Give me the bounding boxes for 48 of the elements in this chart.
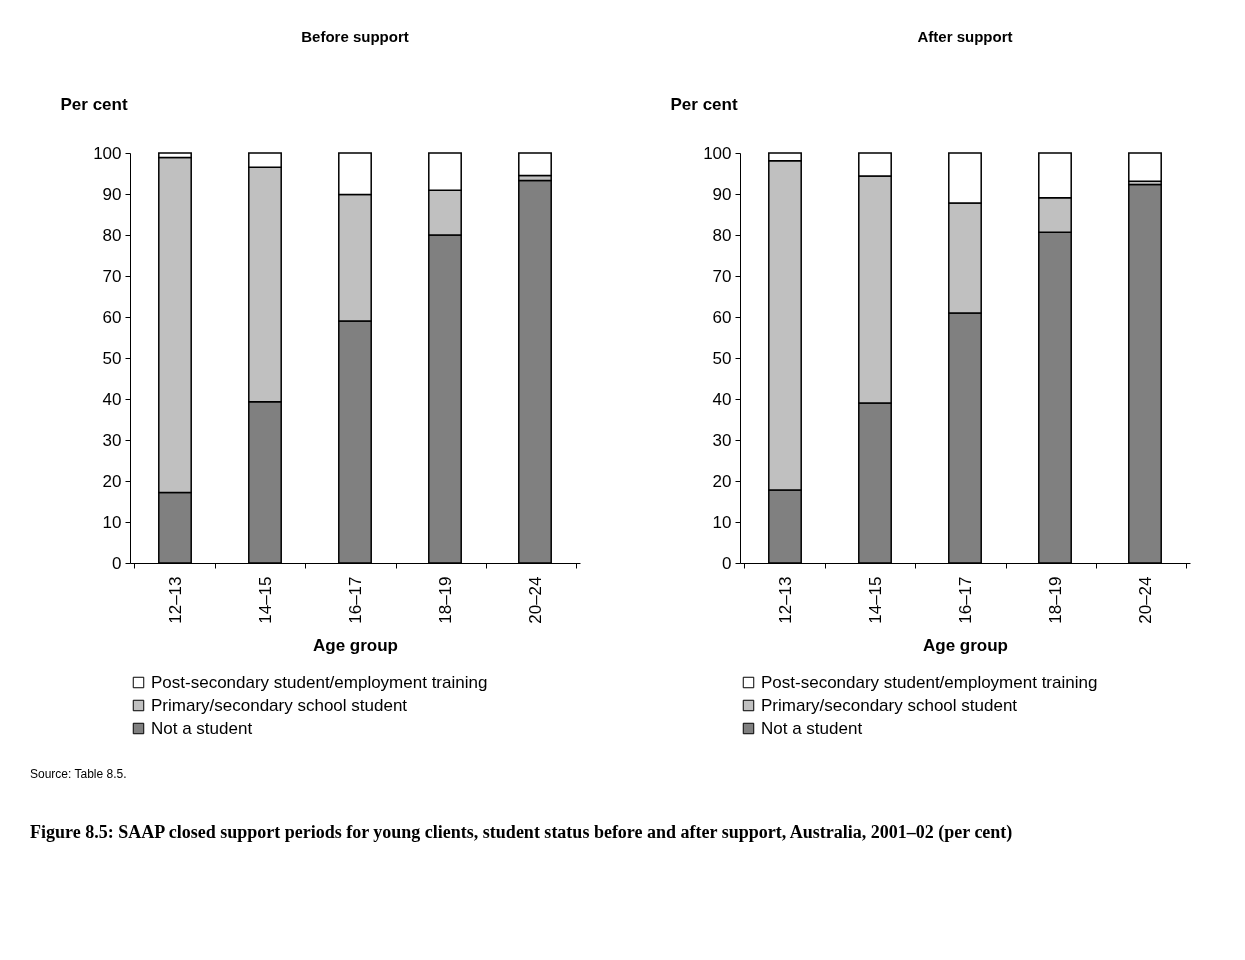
x-tick-label: 12–13 bbox=[165, 576, 185, 624]
legend-label: Primary/secondary school student bbox=[151, 695, 408, 715]
chart-title: After support bbox=[917, 28, 1013, 45]
caption: Figure 8.5: SAAP closed support periods for young clients, student status before and after support, Australia, 2001–02 (per cent) bbox=[30, 821, 1014, 844]
x-tick-label: 16–17 bbox=[345, 576, 365, 624]
legend-label: Primary/secondary school student bbox=[761, 695, 1018, 715]
chart-title: Before support bbox=[301, 28, 409, 45]
y-tick-label: 40 bbox=[712, 389, 732, 409]
x-tick-label: 18–19 bbox=[435, 576, 455, 624]
bar bbox=[1128, 152, 1162, 183]
source-note: Source: Table 8.5. bbox=[30, 767, 128, 781]
legend-label: Not a student bbox=[151, 718, 253, 738]
x-axis-title: Age group bbox=[313, 635, 398, 655]
x-tick-label: 20–24 bbox=[1135, 576, 1155, 624]
y-tick-label: 0 bbox=[112, 553, 122, 573]
y-axis-title: Per cent bbox=[60, 94, 128, 114]
y-tick-label: 50 bbox=[712, 348, 732, 368]
y-tick-label: 30 bbox=[712, 430, 732, 450]
y-tick-label: 100 bbox=[93, 143, 122, 163]
x-tick-label: 12–13 bbox=[775, 576, 795, 624]
y-tick-label: 80 bbox=[102, 225, 122, 245]
y-tick-label: 60 bbox=[102, 307, 122, 327]
y-tick-label: 80 bbox=[712, 225, 732, 245]
y-tick-label: 70 bbox=[102, 266, 122, 286]
x-tick-label: 14–15 bbox=[255, 576, 275, 624]
y-tick-label: 20 bbox=[712, 471, 732, 491]
y-tick-label: 90 bbox=[102, 184, 122, 204]
legend-label: Not a student bbox=[761, 718, 863, 738]
y-axis-title: Per cent bbox=[670, 94, 738, 114]
x-tick-label: 20–24 bbox=[525, 576, 545, 624]
legend-label: Post-secondary student/employment training bbox=[761, 672, 1098, 692]
y-tick-label: 20 bbox=[102, 471, 122, 491]
x-tick-label: 18–19 bbox=[1045, 576, 1065, 624]
x-tick-label: 14–15 bbox=[865, 576, 885, 624]
y-tick-label: 50 bbox=[102, 348, 122, 368]
y-tick-label: 30 bbox=[102, 430, 122, 450]
y-tick-label: 90 bbox=[712, 184, 732, 204]
y-tick-label: 70 bbox=[712, 266, 732, 286]
y-tick-label: 0 bbox=[722, 553, 732, 573]
y-tick-label: 10 bbox=[712, 512, 732, 532]
y-tick-label: 60 bbox=[712, 307, 732, 327]
y-tick-label: 40 bbox=[102, 389, 122, 409]
x-axis-title: Age group bbox=[923, 635, 1008, 655]
y-tick-label: 100 bbox=[703, 143, 732, 163]
y-tick-label: 10 bbox=[102, 512, 122, 532]
x-tick-label: 16–17 bbox=[955, 576, 975, 624]
bar bbox=[518, 152, 552, 177]
legend-label: Post-secondary student/employment training bbox=[151, 672, 488, 692]
